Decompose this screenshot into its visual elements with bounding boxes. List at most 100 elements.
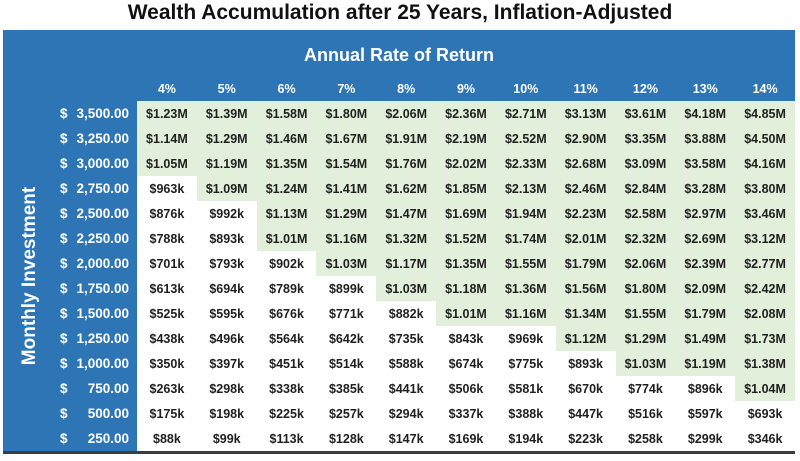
value-cell: $3.13M [555,101,616,126]
value-cell: $2.09M [675,276,736,301]
value-cell: $969k [495,326,556,351]
value-cell: $2.90M [555,126,616,151]
value-cell: $789k [256,276,317,301]
value-cell: $876k [137,201,197,226]
value-cell: $963k [137,176,197,201]
value-cell: $2.13M [495,176,556,201]
investment-amount: 3,000.00 [76,156,129,171]
value-cell: $1.67M [316,126,377,151]
value-cell: $2.77M [735,251,795,276]
value-cell: $2.71M [495,101,556,126]
table-row: $3,000.00 $1.05M $1.19M $1.35M $1.54M $1.76M $… [3,151,795,176]
value-cell: $1.03M [615,351,676,376]
value-cell: $1.09M [196,176,257,201]
value-cell: $1.38M [735,351,795,376]
value-cell: $1.19M [675,351,736,376]
row-label: $2,250.00 [3,226,137,251]
value-cell: $1.23M [137,101,197,126]
value-cell: $1.14M [137,126,197,151]
rate-column-header: 10% [513,82,539,96]
value-cell: $194k [495,426,556,451]
value-cell: $775k [495,351,556,376]
value-cell: $1.34M [555,301,616,326]
value-cell: $2.06M [615,251,676,276]
value-cell: $2.32M [615,226,676,251]
currency-symbol: $ [60,206,68,221]
value-cell: $2.33M [495,151,556,176]
value-cell: $397k [196,351,257,376]
row-label: $2,000.00 [3,251,137,276]
value-cell: $676k [256,301,317,326]
value-cell: $581k [495,376,556,401]
value-cell: $1.16M [495,301,556,326]
value-cell: $3.09M [615,151,676,176]
value-cell: $1.04M [735,376,795,401]
table-row: $1,750.00 $613k $694k $789k $899k $1.03M $1.18… [3,276,795,301]
value-cell: $438k [137,326,197,351]
rate-column-header: 4% [157,82,176,96]
row-label: $3,500.00 [3,101,137,126]
value-cell: $113k [256,426,317,451]
value-cell: $1.69M [436,201,496,226]
value-cell: $2.69M [675,226,736,251]
value-cell: $88k [137,426,197,451]
value-cell: $147k [376,426,437,451]
currency-symbol: $ [60,181,68,196]
value-cell: $564k [256,326,317,351]
value-cell: $1.39M [196,101,257,126]
value-cell: $2.06M [376,101,437,126]
value-cell: $893k [196,226,257,251]
value-cell: $1.91M [376,126,437,151]
rate-column-header: 7% [337,82,356,96]
investment-amount: 1,750.00 [76,281,129,296]
value-cell: $735k [376,326,437,351]
value-cell: $899k [316,276,377,301]
value-cell: $3.12M [735,226,795,251]
investment-amount: 3,500.00 [76,106,129,121]
value-cell: $1.12M [555,326,616,351]
row-label: $750.00 [3,376,137,401]
rate-column-headers: 4% 5% 6% 7% 8% 9% 10% 11% 12% 13% 14% [137,78,795,101]
rate-column-header: 6% [277,82,296,96]
value-cell: $1.52M [436,226,496,251]
value-cell: $1.29M [316,201,377,226]
value-cell: $4.85M [735,101,795,126]
value-cell: $1.35M [256,151,317,176]
value-cell: $2.46M [555,176,616,201]
value-cell: $1.01M [256,226,317,251]
value-cell: $4.50M [735,126,795,151]
value-cell: $298k [196,376,257,401]
value-cell: $2.58M [615,201,676,226]
value-cell: $175k [137,401,197,426]
value-cell: $3.61M [615,101,676,126]
value-cell: $1.24M [256,176,317,201]
value-cell: $385k [316,376,377,401]
value-cell: $388k [495,401,556,426]
value-cell: $1.32M [376,226,437,251]
value-cell: $441k [376,376,437,401]
value-cell: $1.49M [675,326,736,351]
value-cell: $514k [316,351,377,376]
table-row: $2,750.00 $963k $1.09M $1.24M $1.41M $1.62M $1… [3,176,795,201]
value-cell: $1.55M [495,251,556,276]
value-cell: $128k [316,426,377,451]
value-cell: $896k [675,376,736,401]
table-row: $3,250.00 $1.14M $1.29M $1.46M $1.67M $1.91M $… [3,126,795,151]
value-cell: $1.29M [196,126,257,151]
value-cell: $516k [615,401,676,426]
wealth-table-panel: Annual Rate of Return 4% 5% 6% 7% 8% 9% 10% 11%… [3,30,795,454]
investment-amount: 2,000.00 [76,256,129,271]
value-cell: $613k [137,276,197,301]
value-cell: $670k [555,376,616,401]
value-cell: $223k [555,426,616,451]
value-cell: $1.16M [316,226,377,251]
currency-symbol: $ [60,256,68,271]
value-cell: $346k [735,426,795,451]
value-cell: $4.18M [675,101,736,126]
value-cell: $2.39M [675,251,736,276]
value-cell: $1.80M [316,101,377,126]
row-label: $3,000.00 [3,151,137,176]
currency-symbol: $ [60,131,68,146]
table-row: $3,500.00 $1.23M $1.39M $1.58M $1.80M $2.06M $… [3,101,795,126]
value-cell: $1.79M [555,251,616,276]
